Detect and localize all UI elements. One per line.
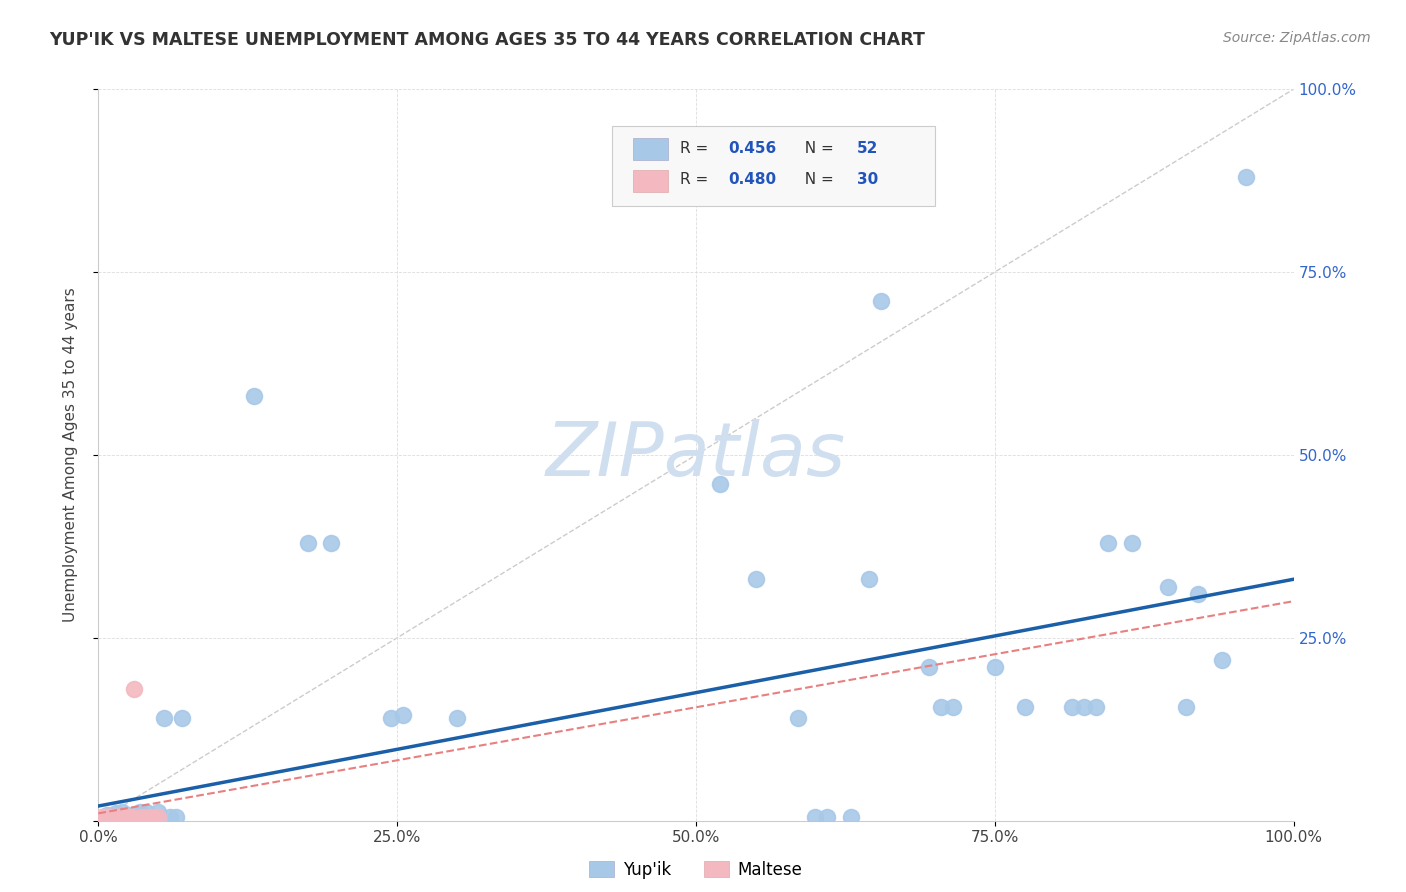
Point — [1211, 653, 1233, 667]
Point — [103, 810, 125, 824]
Point — [153, 711, 176, 725]
Point — [165, 810, 187, 824]
Point — [815, 810, 838, 824]
Point — [1085, 700, 1108, 714]
Point — [118, 810, 141, 824]
Point — [380, 711, 402, 725]
FancyBboxPatch shape — [613, 126, 935, 206]
Point — [1175, 700, 1198, 714]
Point — [1014, 700, 1036, 714]
Point — [1234, 169, 1257, 184]
Point — [114, 810, 136, 824]
Point — [96, 810, 118, 824]
Point — [101, 809, 124, 823]
Point — [97, 810, 120, 824]
Point — [96, 807, 118, 822]
Point — [98, 810, 121, 824]
Point — [93, 810, 115, 824]
Text: 0.456: 0.456 — [728, 141, 776, 156]
Point — [135, 805, 157, 819]
Point — [1097, 535, 1119, 549]
Point — [172, 711, 194, 725]
Point — [112, 810, 135, 824]
Point — [117, 807, 139, 822]
Text: Source: ZipAtlas.com: Source: ZipAtlas.com — [1223, 31, 1371, 45]
Text: 30: 30 — [858, 172, 879, 187]
Point — [127, 810, 149, 824]
Point — [98, 810, 122, 824]
Point — [321, 535, 343, 549]
Legend: Yup'ik, Maltese: Yup'ik, Maltese — [582, 855, 810, 886]
Point — [1073, 700, 1095, 714]
Point — [100, 810, 122, 824]
Point — [115, 810, 138, 824]
Point — [94, 810, 117, 824]
Point — [111, 810, 134, 824]
Text: R =: R = — [681, 141, 714, 156]
Point — [129, 810, 152, 824]
Text: R =: R = — [681, 172, 714, 187]
Point — [115, 810, 138, 824]
Point — [929, 700, 952, 714]
Point — [91, 810, 114, 824]
Point — [93, 810, 115, 824]
Point — [1187, 587, 1209, 601]
Point — [1157, 580, 1180, 594]
Point — [104, 810, 127, 824]
Point — [117, 810, 139, 824]
Point — [121, 810, 143, 824]
Point — [110, 810, 132, 824]
Point — [148, 805, 170, 819]
Point — [124, 681, 146, 696]
Point — [121, 810, 143, 824]
FancyBboxPatch shape — [633, 138, 668, 161]
Point — [111, 805, 134, 819]
Point — [141, 810, 163, 824]
Point — [841, 810, 863, 824]
Point — [297, 535, 319, 549]
Point — [129, 805, 152, 819]
Point — [446, 711, 468, 725]
Point — [159, 810, 181, 824]
Point — [105, 810, 128, 824]
Point — [105, 810, 128, 824]
Point — [124, 810, 146, 824]
Point — [786, 711, 808, 725]
Text: YUP'IK VS MALTESE UNEMPLOYMENT AMONG AGES 35 TO 44 YEARS CORRELATION CHART: YUP'IK VS MALTESE UNEMPLOYMENT AMONG AGE… — [49, 31, 925, 49]
Point — [105, 806, 128, 821]
Point — [98, 810, 122, 824]
Text: 52: 52 — [858, 141, 879, 156]
Point — [918, 660, 941, 674]
Point — [870, 294, 893, 309]
Point — [243, 389, 266, 403]
Point — [120, 810, 142, 824]
Point — [148, 810, 170, 824]
Point — [804, 810, 827, 824]
Point — [108, 810, 131, 824]
Text: ZIPatlas: ZIPatlas — [546, 419, 846, 491]
Point — [132, 810, 155, 824]
Point — [141, 810, 163, 824]
Point — [942, 700, 965, 714]
Point — [108, 810, 131, 824]
Y-axis label: Unemployment Among Ages 35 to 44 years: Unemployment Among Ages 35 to 44 years — [63, 287, 77, 623]
Point — [135, 810, 157, 824]
Point — [101, 810, 124, 824]
Point — [114, 810, 136, 824]
Point — [1121, 535, 1143, 549]
Point — [984, 660, 1007, 674]
FancyBboxPatch shape — [633, 169, 668, 192]
Point — [858, 572, 880, 586]
Point — [1062, 700, 1084, 714]
Point — [709, 477, 731, 491]
Point — [392, 707, 415, 722]
Text: N =: N = — [796, 141, 839, 156]
Text: N =: N = — [796, 172, 839, 187]
Point — [111, 809, 134, 823]
Text: 0.480: 0.480 — [728, 172, 776, 187]
Point — [107, 810, 129, 824]
Point — [107, 810, 129, 824]
Point — [745, 572, 768, 586]
